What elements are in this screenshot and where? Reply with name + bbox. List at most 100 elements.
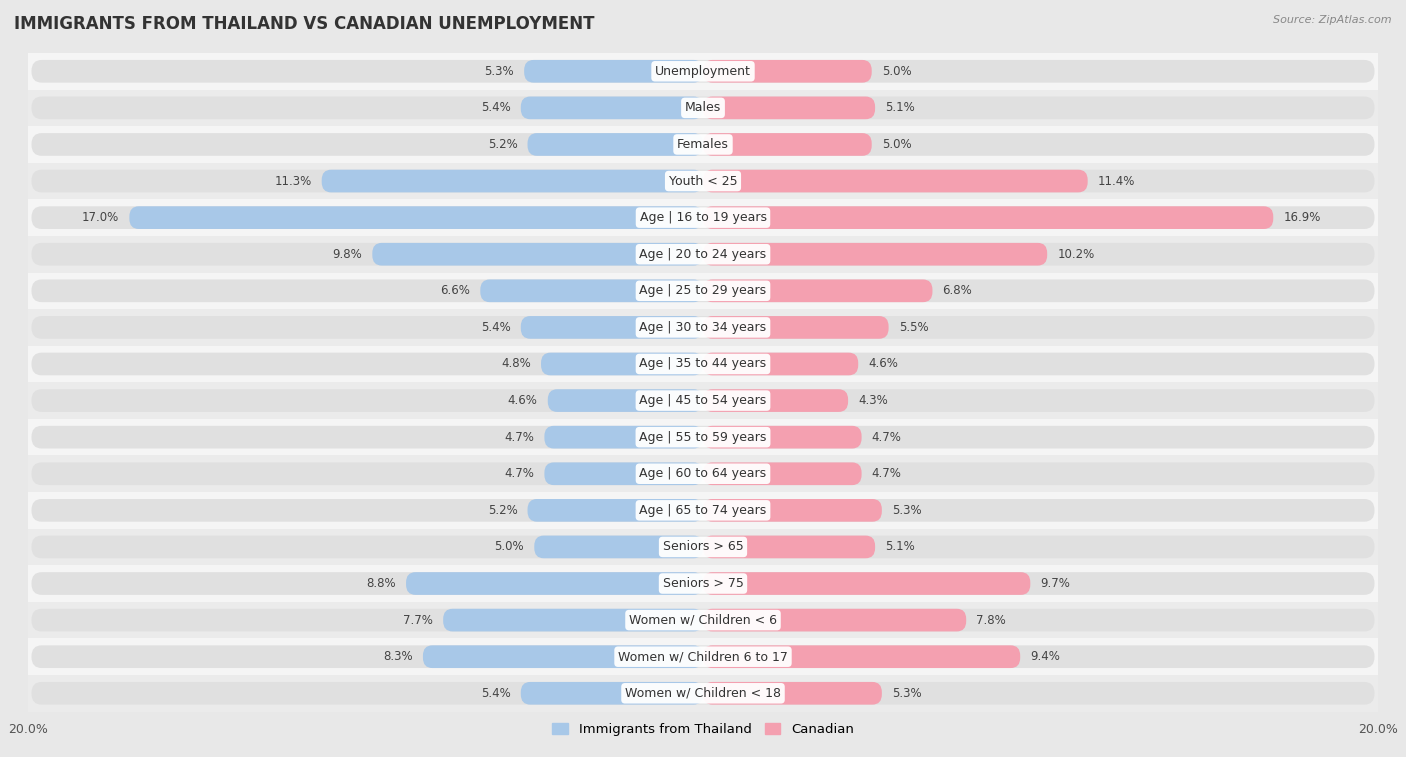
Bar [28, 309, 1378, 346]
FancyBboxPatch shape [703, 572, 1031, 595]
Text: 5.4%: 5.4% [481, 101, 510, 114]
Bar [28, 456, 1378, 492]
Text: 7.8%: 7.8% [976, 614, 1007, 627]
Text: 6.6%: 6.6% [440, 285, 470, 298]
Text: 9.4%: 9.4% [1031, 650, 1060, 663]
FancyBboxPatch shape [534, 536, 703, 558]
Text: 4.3%: 4.3% [858, 394, 889, 407]
Bar [28, 236, 1378, 273]
FancyBboxPatch shape [703, 389, 848, 412]
FancyBboxPatch shape [31, 609, 1375, 631]
FancyBboxPatch shape [703, 133, 872, 156]
Text: 5.0%: 5.0% [882, 65, 911, 78]
FancyBboxPatch shape [703, 536, 875, 558]
Text: 16.9%: 16.9% [1284, 211, 1320, 224]
Text: Women w/ Children < 6: Women w/ Children < 6 [628, 614, 778, 627]
Bar [28, 199, 1378, 236]
Text: 5.1%: 5.1% [886, 540, 915, 553]
Text: 8.3%: 8.3% [384, 650, 413, 663]
Text: 7.7%: 7.7% [404, 614, 433, 627]
FancyBboxPatch shape [703, 682, 882, 705]
Text: Women w/ Children < 18: Women w/ Children < 18 [626, 687, 780, 699]
FancyBboxPatch shape [520, 316, 703, 338]
Bar [28, 53, 1378, 89]
FancyBboxPatch shape [31, 60, 1375, 83]
FancyBboxPatch shape [481, 279, 703, 302]
Bar [28, 492, 1378, 528]
FancyBboxPatch shape [129, 207, 703, 229]
Text: 9.7%: 9.7% [1040, 577, 1070, 590]
Bar [28, 602, 1378, 638]
Text: 4.8%: 4.8% [501, 357, 531, 370]
Text: 4.6%: 4.6% [508, 394, 537, 407]
Bar [28, 419, 1378, 456]
Text: Women w/ Children 6 to 17: Women w/ Children 6 to 17 [619, 650, 787, 663]
FancyBboxPatch shape [31, 682, 1375, 705]
Text: 5.3%: 5.3% [891, 687, 921, 699]
Text: 6.8%: 6.8% [942, 285, 973, 298]
Text: Seniors > 75: Seniors > 75 [662, 577, 744, 590]
Text: 5.3%: 5.3% [891, 504, 921, 517]
Text: 5.2%: 5.2% [488, 138, 517, 151]
Text: 4.7%: 4.7% [872, 431, 901, 444]
FancyBboxPatch shape [31, 463, 1375, 485]
Bar [28, 528, 1378, 565]
FancyBboxPatch shape [31, 499, 1375, 522]
Text: Age | 20 to 24 years: Age | 20 to 24 years [640, 248, 766, 260]
FancyBboxPatch shape [31, 316, 1375, 338]
FancyBboxPatch shape [31, 170, 1375, 192]
Bar [28, 382, 1378, 419]
Bar [28, 273, 1378, 309]
FancyBboxPatch shape [373, 243, 703, 266]
FancyBboxPatch shape [703, 463, 862, 485]
Text: Males: Males [685, 101, 721, 114]
Text: Age | 45 to 54 years: Age | 45 to 54 years [640, 394, 766, 407]
FancyBboxPatch shape [524, 60, 703, 83]
Text: 4.7%: 4.7% [505, 431, 534, 444]
Text: 4.7%: 4.7% [872, 467, 901, 480]
FancyBboxPatch shape [31, 426, 1375, 448]
FancyBboxPatch shape [703, 60, 872, 83]
Text: IMMIGRANTS FROM THAILAND VS CANADIAN UNEMPLOYMENT: IMMIGRANTS FROM THAILAND VS CANADIAN UNE… [14, 15, 595, 33]
Bar [28, 565, 1378, 602]
FancyBboxPatch shape [31, 243, 1375, 266]
Legend: Immigrants from Thailand, Canadian: Immigrants from Thailand, Canadian [547, 718, 859, 741]
Text: 17.0%: 17.0% [82, 211, 120, 224]
FancyBboxPatch shape [527, 499, 703, 522]
Text: Females: Females [678, 138, 728, 151]
Text: 5.2%: 5.2% [488, 504, 517, 517]
Text: Age | 60 to 64 years: Age | 60 to 64 years [640, 467, 766, 480]
Text: Source: ZipAtlas.com: Source: ZipAtlas.com [1274, 15, 1392, 25]
FancyBboxPatch shape [31, 279, 1375, 302]
Text: Youth < 25: Youth < 25 [669, 175, 737, 188]
FancyBboxPatch shape [703, 609, 966, 631]
FancyBboxPatch shape [31, 207, 1375, 229]
Text: 5.4%: 5.4% [481, 321, 510, 334]
Bar [28, 638, 1378, 675]
Text: 5.0%: 5.0% [882, 138, 911, 151]
FancyBboxPatch shape [31, 97, 1375, 119]
Text: Age | 35 to 44 years: Age | 35 to 44 years [640, 357, 766, 370]
FancyBboxPatch shape [703, 426, 862, 448]
FancyBboxPatch shape [423, 646, 703, 668]
FancyBboxPatch shape [703, 316, 889, 338]
FancyBboxPatch shape [544, 426, 703, 448]
FancyBboxPatch shape [31, 133, 1375, 156]
FancyBboxPatch shape [548, 389, 703, 412]
FancyBboxPatch shape [31, 353, 1375, 375]
FancyBboxPatch shape [31, 536, 1375, 558]
FancyBboxPatch shape [703, 353, 858, 375]
FancyBboxPatch shape [703, 279, 932, 302]
Bar [28, 89, 1378, 126]
Text: Age | 55 to 59 years: Age | 55 to 59 years [640, 431, 766, 444]
FancyBboxPatch shape [443, 609, 703, 631]
FancyBboxPatch shape [703, 207, 1274, 229]
Text: Age | 25 to 29 years: Age | 25 to 29 years [640, 285, 766, 298]
Text: 11.4%: 11.4% [1098, 175, 1135, 188]
Text: 5.3%: 5.3% [485, 65, 515, 78]
FancyBboxPatch shape [520, 97, 703, 119]
Text: Unemployment: Unemployment [655, 65, 751, 78]
Text: Age | 65 to 74 years: Age | 65 to 74 years [640, 504, 766, 517]
FancyBboxPatch shape [31, 646, 1375, 668]
Text: 4.7%: 4.7% [505, 467, 534, 480]
